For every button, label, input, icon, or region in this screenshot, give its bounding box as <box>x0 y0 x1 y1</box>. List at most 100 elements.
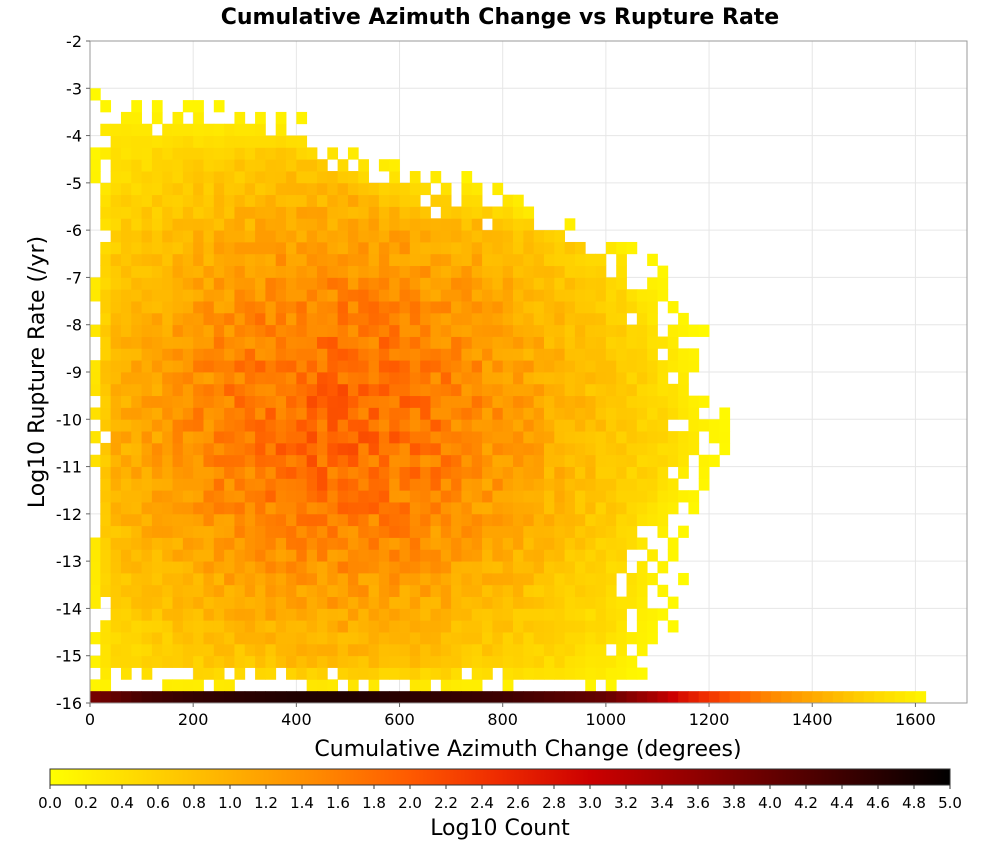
heatmap-cell <box>151 360 163 373</box>
heatmap-cell <box>358 572 369 586</box>
heatmap-cell <box>605 537 617 550</box>
heatmap-cell <box>182 289 194 302</box>
heatmap-cell <box>275 655 287 668</box>
heatmap-cell <box>574 525 586 538</box>
heatmap-cell <box>224 348 235 361</box>
heatmap-cell <box>224 407 235 420</box>
heatmap-cell-bottom-row <box>884 691 896 703</box>
heatmap-cell <box>492 336 504 349</box>
heatmap-cell <box>347 289 359 302</box>
heatmap-cell <box>296 502 308 515</box>
heatmap-cell <box>605 395 617 408</box>
heatmap-cell <box>120 490 132 503</box>
heatmap-cell <box>110 348 122 361</box>
heatmap-cell <box>440 372 452 385</box>
heatmap-cell-bottom-row <box>894 691 906 703</box>
heatmap-cell <box>162 383 173 397</box>
heatmap-cell <box>471 572 483 586</box>
heatmap-cell <box>368 348 380 361</box>
heatmap-cell <box>574 324 586 337</box>
heatmap-cell <box>647 454 658 467</box>
heatmap-cell <box>389 360 400 373</box>
heatmap-cell <box>399 336 411 349</box>
heatmap-cell <box>203 218 215 231</box>
heatmap-cell <box>100 620 112 633</box>
colorbar-tick-label: 2.0 <box>398 794 422 812</box>
heatmap-cell <box>244 490 256 503</box>
heatmap-cell <box>430 655 442 668</box>
heatmap-cell <box>502 667 514 680</box>
heatmap-cell <box>234 182 246 196</box>
heatmap-cell <box>564 466 576 479</box>
heatmap-cell <box>440 431 452 444</box>
heatmap-cell <box>182 561 194 574</box>
heatmap-cell <box>244 632 256 645</box>
heatmap-cell <box>389 490 400 503</box>
heatmap-cell <box>316 537 328 550</box>
heatmap-cell <box>461 502 473 515</box>
heatmap-cell <box>286 395 297 408</box>
heatmap-cell <box>100 632 112 645</box>
heatmap-cell <box>90 549 101 562</box>
heatmap-cell <box>585 655 596 668</box>
heatmap-cell <box>554 561 566 574</box>
heatmap-cell <box>213 620 225 633</box>
heatmap-cell <box>595 596 607 609</box>
heatmap-cell <box>327 206 339 219</box>
heatmap-cell <box>347 419 359 432</box>
heatmap-cell <box>306 632 318 645</box>
heatmap-cell <box>224 218 235 231</box>
heatmap-cell <box>564 561 576 574</box>
heatmap-cell <box>647 324 658 337</box>
heatmap-cell <box>368 525 380 538</box>
heatmap-cell <box>647 431 658 444</box>
heatmap-cell <box>316 478 328 491</box>
heatmap-cell <box>182 620 194 633</box>
heatmap-cell <box>554 230 566 243</box>
heatmap-cell <box>523 478 535 491</box>
heatmap-cell <box>471 383 483 397</box>
heatmap-cell <box>100 407 112 420</box>
heatmap-cell <box>275 218 287 231</box>
heatmap-cell <box>451 620 462 633</box>
heatmap-cell <box>275 171 287 184</box>
heatmap-cell <box>502 632 514 645</box>
heatmap-cell <box>255 667 266 680</box>
heatmap-cell <box>358 312 369 326</box>
colorbar-tick-label: 0.0 <box>38 794 62 812</box>
heatmap-cell <box>389 230 400 243</box>
heatmap-cell <box>131 277 142 290</box>
heatmap-cell-bottom-row <box>296 691 308 703</box>
heatmap-cell <box>543 253 555 267</box>
heatmap-cell <box>203 194 215 207</box>
heatmap-cell <box>533 632 545 645</box>
heatmap-cell <box>440 324 452 337</box>
heatmap-cell <box>224 679 235 692</box>
heatmap-cell <box>296 348 308 361</box>
heatmap-cell <box>141 182 153 196</box>
heatmap-cell <box>193 431 204 444</box>
heatmap-cell <box>585 596 596 609</box>
heatmap-cell <box>399 490 411 503</box>
heatmap-cell <box>636 632 648 645</box>
heatmap-cell <box>564 289 576 302</box>
heatmap-cell <box>213 407 225 420</box>
heatmap-cell <box>224 123 235 136</box>
heatmap-cell <box>513 513 524 527</box>
heatmap-cell <box>182 407 194 420</box>
heatmap-cell <box>378 277 390 290</box>
heatmap-cell <box>430 490 442 503</box>
heatmap-cell <box>151 395 163 408</box>
heatmap-cell <box>420 265 431 278</box>
heatmap-cell <box>409 336 421 349</box>
heatmap-cell <box>182 431 194 444</box>
heatmap-cell <box>193 147 204 160</box>
heatmap-cell <box>719 407 731 420</box>
heatmap-cell <box>162 360 173 373</box>
heatmap-cell <box>626 584 638 598</box>
heatmap-cell <box>647 289 658 302</box>
heatmap-cell <box>306 549 318 562</box>
heatmap-cell <box>698 454 710 467</box>
colorbar-label: Log10 Count <box>430 816 570 841</box>
heatmap-cell <box>523 241 535 255</box>
